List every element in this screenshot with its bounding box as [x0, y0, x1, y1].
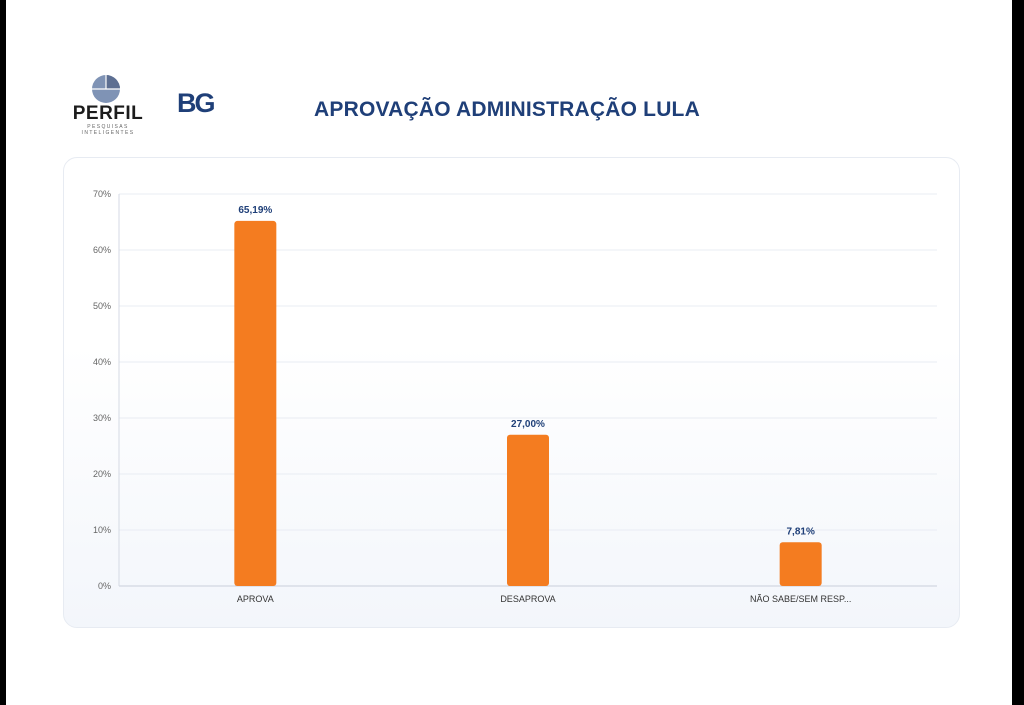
y-tick-label: 10%: [93, 525, 111, 535]
bar-value-label: 27,00%: [511, 419, 545, 430]
bar-value-label: 65,19%: [238, 205, 272, 216]
x-category-label: DESAPROVA: [500, 594, 555, 604]
perfil-logo-icon: [92, 75, 120, 103]
x-category-label: NÃO SABE/SEM RESP...: [750, 594, 851, 604]
y-tick-label: 20%: [93, 469, 111, 479]
y-tick-label: 40%: [93, 357, 111, 367]
page-background: PERFIL PESQUISAS INTELIGENTES BG APROVAÇ…: [6, 0, 1012, 705]
chart-card: 0% 10% 20% 30% 40% 50% 60% 70% 65,19% APROVA 27,00…: [63, 157, 960, 628]
bg-logo-text: BG: [177, 88, 214, 116]
x-category-label: APROVA: [237, 594, 274, 604]
y-tick-label: 70%: [93, 189, 111, 199]
bar-chart: 0% 10% 20% 30% 40% 50% 60% 70% 65,19% APROVA 27,00…: [93, 189, 937, 604]
perfil-logo-subtext: PESQUISAS INTELIGENTES: [81, 124, 135, 136]
bar: [234, 220, 277, 586]
page-title: APROVAÇÃO ADMINISTRAÇÃO LULA: [314, 98, 700, 121]
bg-logo: BG: [177, 88, 216, 116]
y-tick-label: 30%: [93, 413, 111, 423]
bar-value-label: 7,81%: [786, 526, 814, 537]
bar: [507, 434, 549, 586]
perfil-logo-text: PERFIL: [72, 103, 144, 124]
y-tick-label: 50%: [93, 301, 111, 311]
y-tick-label: 0%: [98, 581, 111, 591]
perfil-logo: PERFIL PESQUISAS INTELIGENTES: [62, 74, 154, 136]
y-tick-label: 60%: [93, 245, 111, 255]
bar: [779, 542, 822, 586]
